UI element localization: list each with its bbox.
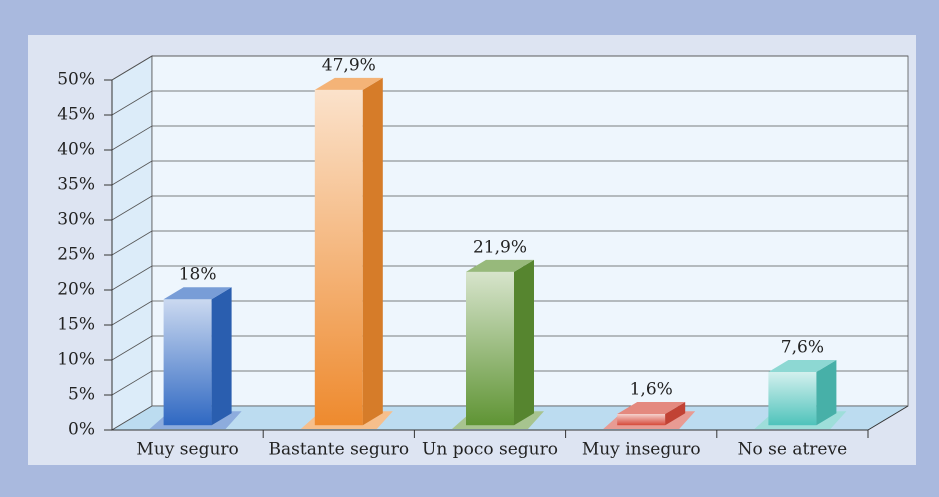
bar-top: [163, 287, 232, 300]
value-label: 21,9%: [473, 237, 527, 257]
y-tick-label: 10%: [57, 350, 95, 370]
y-tick-label: 45%: [57, 105, 95, 125]
grid-line: [111, 265, 153, 291]
bar: [617, 414, 666, 426]
bar-side: [816, 360, 837, 426]
y-tick-label: 15%: [57, 315, 95, 335]
value-label: 18%: [179, 265, 217, 285]
y-tick-label: 30%: [57, 210, 95, 230]
y-tick-label: 35%: [57, 175, 95, 195]
grid-line: [111, 370, 153, 396]
x-tick-label: Bastante seguro: [269, 440, 410, 460]
bar-top: [617, 402, 686, 414]
bar-top: [314, 77, 383, 90]
grid-line: [111, 90, 153, 116]
grid-line: [111, 300, 153, 326]
y-tick-label: 25%: [57, 245, 95, 265]
grid-line: [111, 230, 153, 256]
y-tick-label: 0%: [68, 420, 95, 440]
y-tick-label: 40%: [57, 140, 95, 160]
bar-top: [768, 360, 837, 372]
y-tick-label: 20%: [57, 280, 95, 300]
bar: [163, 299, 212, 426]
y-tick-label: 50%: [57, 70, 95, 90]
x-tick-label: Muy inseguro: [582, 440, 701, 460]
x-tick-label: Un poco seguro: [422, 440, 558, 460]
x-axis-depth: [867, 405, 909, 431]
bar-side: [362, 77, 383, 426]
x-tick-label: Muy seguro: [136, 440, 238, 460]
grid-line: [111, 195, 153, 221]
bar: [314, 89, 363, 426]
bar-side: [514, 259, 534, 426]
bar-side: [211, 287, 232, 426]
grid-line: [111, 55, 153, 81]
value-label: 7,6%: [781, 338, 824, 358]
grid-line: [111, 160, 153, 186]
value-label: 1,6%: [630, 380, 673, 400]
bar: [466, 271, 514, 426]
grid-line: [111, 405, 153, 431]
y-tick-label: 5%: [68, 385, 95, 405]
grid-line: [111, 125, 153, 151]
bar-top: [466, 259, 534, 272]
grid-line: [111, 335, 153, 361]
bar-side: [665, 402, 686, 426]
x-tick-label: No se atreve: [738, 440, 848, 460]
bar: [768, 372, 817, 426]
value-label: 47,9%: [322, 55, 376, 75]
